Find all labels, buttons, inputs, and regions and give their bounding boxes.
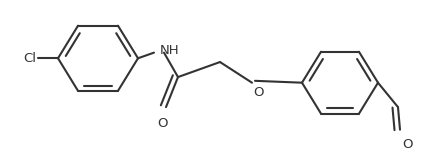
Text: O: O — [402, 138, 413, 151]
Text: O: O — [253, 86, 264, 98]
Text: NH: NH — [160, 44, 180, 57]
Text: O: O — [157, 117, 167, 130]
Text: Cl: Cl — [23, 52, 36, 65]
